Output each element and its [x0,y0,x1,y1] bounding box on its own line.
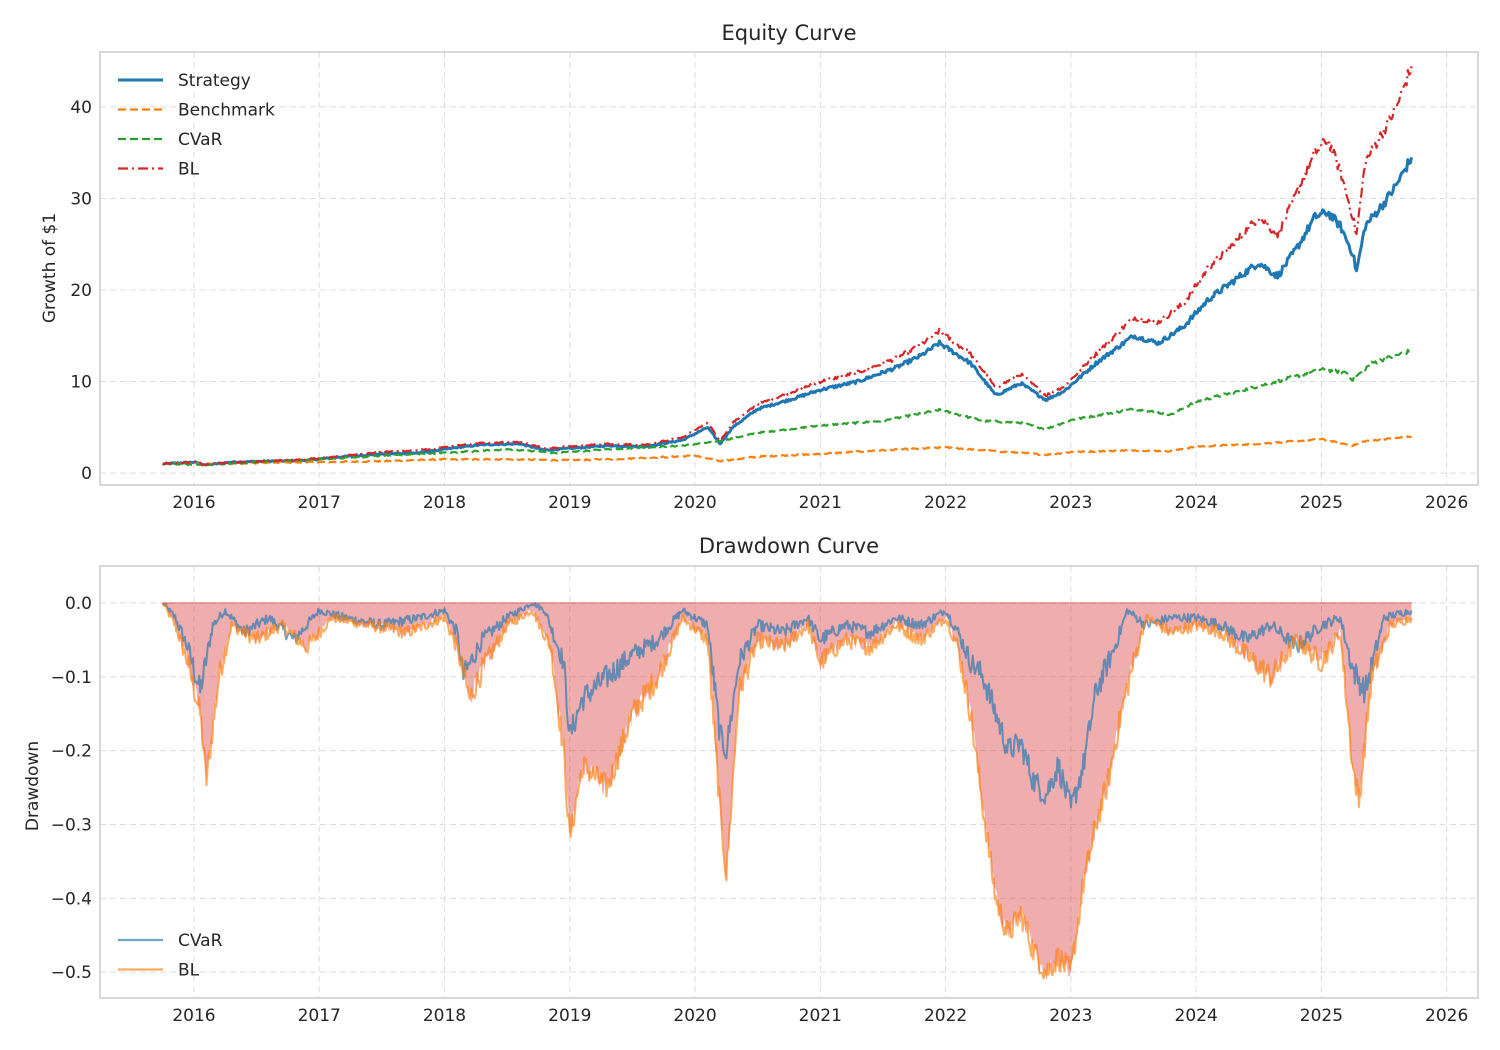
equity-title: Equity Curve [721,21,856,45]
drawdown-x-tick-label: 2026 [1425,1006,1468,1026]
drawdown-y-tick-label: −0.4 [51,889,92,909]
legend-label-strategy: Strategy [178,71,251,91]
equity-x-tick-label: 2016 [172,493,215,513]
equity-grid [100,52,1478,485]
drawdown-y-tick-label: −0.3 [51,815,92,835]
drawdown-x-tick-label: 2016 [172,1006,215,1026]
equity-y-tick-label: 20 [70,281,92,301]
drawdown-x-tick-label: 2021 [799,1006,842,1026]
equity-series [162,65,1414,467]
equity-x-tick-label: 2017 [298,493,341,513]
drawdown-x-tick-label: 2022 [924,1006,967,1026]
equity-y-tick-label: 10 [70,373,92,393]
equity-x-tick-label: 2018 [423,493,466,513]
drawdown-y-axis: 0.0 −0.1 −0.2 −0.3 −0.4 −0.5 [51,594,92,983]
equity-y-tick-label: 40 [70,98,92,118]
drawdown-series-bl-line [161,602,1413,980]
drawdown-x-tick-label: 2023 [1049,1006,1092,1026]
drawdown-series [161,602,1413,980]
equity-x-tick-label: 2019 [548,493,591,513]
drawdown-y-tick-label: −0.2 [51,742,92,762]
equity-x-tick-label: 2023 [1049,493,1092,513]
drawdown-shaded-area [162,602,1412,980]
drawdown-x-tick-label: 2024 [1175,1006,1218,1026]
equity-x-tick-label: 2024 [1175,493,1218,513]
equity-chart: 2016 2017 2018 2019 2020 2021 2022 2023 2024 2025… [40,21,1479,513]
legend-label-bl: BL [178,160,200,180]
equity-series-bl-line [162,65,1413,466]
legend-label-cvar: CVaR [178,130,223,150]
drawdown-x-tick-label: 2017 [298,1006,341,1026]
equity-x-tick-label: 2022 [924,493,967,513]
equity-series-strategy-line [162,156,1414,467]
drawdown-series-cvar-line [161,602,1413,809]
drawdown-y-tick-label: 0.0 [65,594,92,614]
equity-series-benchmark-line [162,435,1413,466]
drawdown-x-tick-label: 2020 [673,1006,716,1026]
legend-label-cvar: CVaR [178,931,223,951]
drawdown-chart: 2016 2017 2018 2019 2020 2021 2022 2023 2024 2025… [23,534,1479,1026]
legend-label-bl: BL [178,961,200,981]
drawdown-x-tick-label: 2019 [548,1006,591,1026]
equity-plot-frame [99,51,1479,486]
equity-y-axis: 0 10 20 30 40 [70,98,92,484]
equity-x-tick-label: 2026 [1425,493,1468,513]
drawdown-x-tick-label: 2018 [423,1006,466,1026]
equity-x-axis: 2016 2017 2018 2019 2020 2021 2022 2023 2024 2025… [172,493,1468,513]
drawdown-plot-frame [99,565,1479,999]
drawdown-y-tick-label: −0.1 [51,668,92,688]
drawdown-grid [100,566,1478,998]
drawdown-y-label: Drawdown [23,741,43,831]
equity-x-tick-label: 2025 [1300,493,1343,513]
equity-legend: Strategy Benchmark CVaR BL [118,71,275,180]
equity-y-tick-label: 0 [81,464,92,484]
drawdown-title: Drawdown Curve [699,534,879,558]
drawdown-y-tick-label: −0.5 [51,963,92,983]
drawdown-legend: CVaR BL [118,931,223,981]
drawdown-x-tick-label: 2025 [1300,1006,1343,1026]
legend-label-benchmark: Benchmark [178,101,275,121]
equity-y-label: Growth of $1 [40,213,60,323]
equity-x-tick-label: 2020 [673,493,716,513]
drawdown-fill [162,602,1412,980]
drawdown-x-axis: 2016 2017 2018 2019 2020 2021 2022 2023 2024 2025… [172,1006,1468,1026]
equity-x-tick-label: 2021 [799,493,842,513]
equity-y-tick-label: 30 [70,189,92,209]
